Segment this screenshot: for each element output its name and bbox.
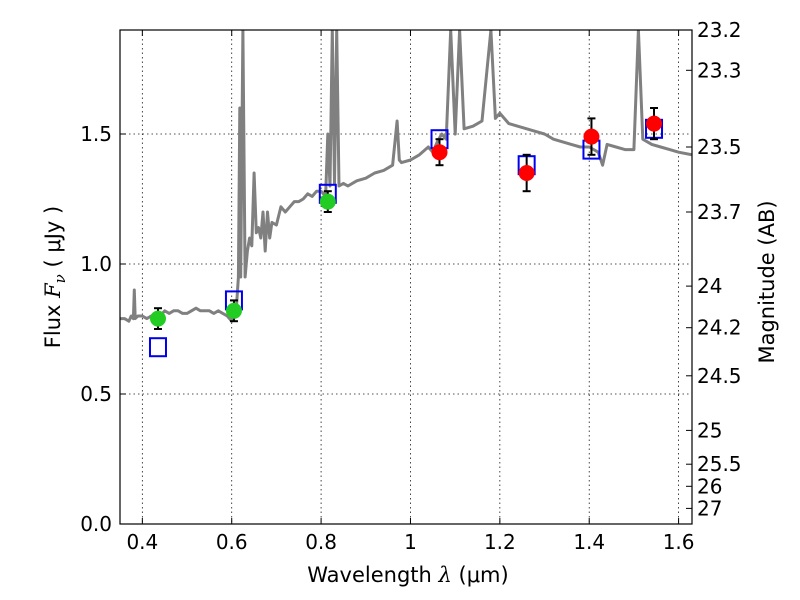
y2-tick-label: 24 bbox=[697, 274, 722, 298]
x-tick-label: 1.2 bbox=[484, 530, 516, 554]
plot-background bbox=[120, 30, 692, 524]
x-axis-label-unit: (μm) bbox=[452, 563, 509, 587]
y-axis-label-symbol: F bbox=[41, 282, 65, 299]
x-axis-label: Wavelength λ (μm) bbox=[307, 563, 508, 587]
spectrum-line bbox=[120, 30, 692, 323]
y2-tick-label: 24.5 bbox=[697, 364, 742, 388]
x-axis-label-symbol: λ bbox=[438, 563, 452, 587]
x-axis-label-text: Wavelength bbox=[307, 563, 438, 587]
y-tick-label: 0.0 bbox=[80, 512, 112, 536]
x-tick-label: 0.6 bbox=[216, 530, 248, 554]
observed-flux-point bbox=[225, 302, 242, 319]
x-tick-label: 1.4 bbox=[573, 530, 605, 554]
observed-flux-point bbox=[431, 144, 448, 161]
y2-tick-label: 23.3 bbox=[697, 58, 742, 82]
x-tick-label: 1.6 bbox=[663, 530, 695, 554]
plot-frame bbox=[119, 29, 693, 525]
y-axis-label-unit: ( μJy ) bbox=[41, 206, 65, 274]
observed-flux-point bbox=[518, 165, 535, 181]
x-tick-label: 1 bbox=[404, 530, 417, 554]
y2-tick-label: 23.7 bbox=[697, 200, 742, 224]
y2-tick-label: 27 bbox=[697, 496, 722, 520]
y-tick-label: 1.5 bbox=[80, 122, 112, 146]
observed-flux-point bbox=[583, 128, 600, 145]
y-axis-label-subscript: ν bbox=[51, 274, 69, 283]
y2-tick-label: 26 bbox=[697, 474, 722, 498]
y2-tick-label: 24.2 bbox=[697, 316, 742, 340]
x-tick-label: 0.4 bbox=[126, 530, 158, 554]
y2-tick-label: 23.5 bbox=[697, 135, 742, 159]
x-tick-label: 0.8 bbox=[305, 530, 337, 554]
observed-flux-point bbox=[646, 115, 663, 132]
y2-tick-label: 25 bbox=[697, 418, 722, 442]
y-tick-label: 1.0 bbox=[80, 252, 112, 276]
y2-tick-label: 25.5 bbox=[697, 452, 742, 476]
observed-flux-point bbox=[319, 193, 336, 210]
y-axis-label-text: Flux bbox=[41, 298, 65, 348]
y2-axis-label: Magnitude (AB) bbox=[755, 200, 779, 363]
y-tick-label: 0.5 bbox=[80, 382, 112, 406]
y2-tick-label: 23.2 bbox=[697, 18, 742, 42]
data-layer bbox=[120, 30, 692, 358]
model-photometry-square bbox=[148, 337, 167, 358]
observed-flux-point bbox=[149, 310, 166, 327]
y-axis-label: Flux Fν ( μJy ) bbox=[41, 206, 69, 348]
